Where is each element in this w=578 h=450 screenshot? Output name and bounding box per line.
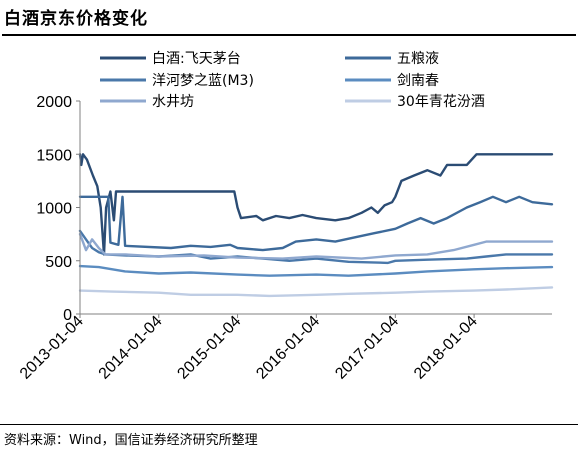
- series-line-2: [78, 195, 554, 252]
- legend-label-2: 五粮液: [397, 51, 439, 67]
- legend-label-1: 白酒:飞天茅台: [152, 51, 241, 67]
- legend-label-3: 洋河梦之蓝(M3): [152, 73, 254, 89]
- y-tick-label: 500: [45, 254, 72, 271]
- y-tick-label: 0: [63, 307, 72, 324]
- x-tick-label: 2015-01-04: [174, 313, 244, 383]
- legend-label-4: 剑南春: [397, 73, 439, 89]
- y-tick-label: 2000: [36, 94, 72, 111]
- x-tick-label: 2018-01-04: [411, 313, 481, 383]
- series-layer: [78, 153, 554, 298]
- series-line-4: [78, 264, 554, 277]
- legend-label-5: 水井坊: [152, 94, 194, 110]
- source-rule: [0, 424, 578, 425]
- y-tick-label: 1000: [36, 201, 72, 218]
- y-tick-label: 1500: [36, 147, 72, 164]
- legend-label-6: 30年青花汾酒: [397, 94, 485, 110]
- x-tick-label: 2013-01-04: [17, 313, 87, 383]
- page-title: 白酒京东价格变化: [4, 9, 148, 29]
- title-rule: [2, 34, 576, 36]
- x-tick-label: 2014-01-04: [96, 313, 166, 383]
- axes: 0 500 1000 1500 2000 2013-01-04 2014-01-04 2015…: [17, 94, 552, 383]
- x-tick-label: 2016-01-04: [253, 313, 323, 383]
- series-line-5: [78, 232, 554, 260]
- source-note: 资料来源：Wind，国信证券经济研究所整理: [4, 433, 258, 448]
- series-line-6: [78, 286, 554, 298]
- series-line-1: [78, 153, 554, 256]
- x-tick-label: 2017-01-04: [332, 313, 402, 383]
